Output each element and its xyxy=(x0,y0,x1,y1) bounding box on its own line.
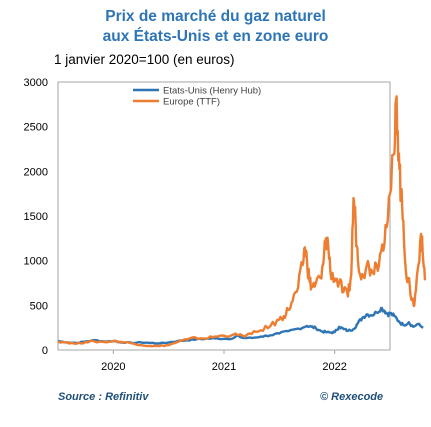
x-tick-label: 2022 xyxy=(322,361,346,373)
y-tick-label: 500 xyxy=(30,300,48,312)
y-tick-label: 3000 xyxy=(24,77,48,89)
y-tick-label: 0 xyxy=(42,345,48,357)
chart-title-line2: aux États-Unis et en zone euro xyxy=(102,28,329,45)
source-note: Source : Refinitiv xyxy=(58,391,149,403)
y-tick-label: 1000 xyxy=(24,256,48,268)
legend-label: Etats-Unis (Henry Hub) xyxy=(163,86,261,97)
series-line-eu xyxy=(57,95,427,348)
chart-subtitle: 1 janvier 2020=100 (en euros) xyxy=(54,52,235,67)
series-layer xyxy=(57,95,427,348)
credit-note: © Rexecode xyxy=(320,391,384,403)
y-tick-label: 2500 xyxy=(24,122,48,134)
legend-label: Europe (TTF) xyxy=(163,97,220,108)
y-tick-label: 2000 xyxy=(24,166,48,178)
chart-legend: Etats-Unis (Henry Hub)Europe (TTF) xyxy=(133,86,261,108)
x-tick-label: 2020 xyxy=(101,361,125,373)
x-tick-label: 2021 xyxy=(212,361,236,373)
y-tick-label: 1500 xyxy=(24,211,48,223)
plot-frame xyxy=(57,81,391,351)
series-line-us xyxy=(57,306,424,345)
axis-layer: 0 500 1000 1500 2000 2500 3000 2020 2021 2022 xyxy=(24,77,391,373)
chart-title-line1: Prix de marché du gaz naturel xyxy=(105,8,326,25)
